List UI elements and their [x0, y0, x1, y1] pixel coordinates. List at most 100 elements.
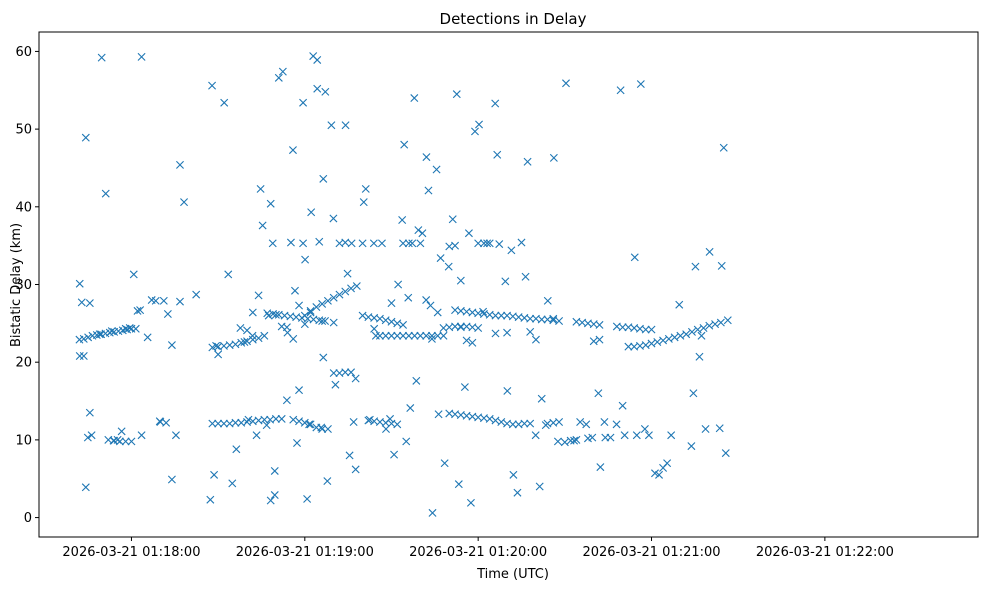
- detection-marker: [137, 431, 146, 440]
- detection-marker: [85, 299, 94, 308]
- detection-marker: [236, 324, 245, 332]
- detection-marker: [399, 331, 408, 340]
- detection-marker: [79, 334, 88, 343]
- detection-marker: [85, 408, 94, 417]
- detection-marker: [121, 437, 130, 446]
- y-tick-label: 40: [15, 200, 32, 215]
- detection-marker: [295, 417, 304, 426]
- detection-marker: [663, 459, 672, 468]
- detection-marker: [444, 262, 453, 271]
- detection-marker: [347, 239, 356, 248]
- detection-marker: [595, 320, 604, 329]
- detection-marker: [341, 287, 350, 296]
- detection-marker: [474, 324, 483, 332]
- detection-marker: [327, 121, 336, 130]
- detection-marker: [479, 239, 488, 248]
- detection-marker: [687, 327, 696, 336]
- detection-marker: [503, 328, 512, 337]
- detection-marker: [347, 368, 356, 377]
- detection-marker: [307, 208, 316, 217]
- detection-marker: [719, 143, 728, 152]
- detection-marker: [508, 420, 517, 429]
- detection-marker: [331, 380, 340, 389]
- detection-marker: [369, 239, 378, 248]
- detection-marker: [721, 449, 730, 458]
- detection-marker: [470, 127, 479, 136]
- detection-marker: [341, 121, 350, 130]
- detection-marker: [632, 431, 641, 440]
- detection-marker: [497, 311, 506, 320]
- detection-marker: [406, 404, 415, 413]
- y-axis-label: Bistatic Delay (km): [9, 223, 24, 347]
- detection-marker: [433, 308, 442, 317]
- detection-marker: [600, 418, 609, 427]
- detection-marker: [301, 255, 310, 264]
- detection-marker: [531, 335, 540, 344]
- detection-marker: [422, 331, 431, 340]
- detection-marker: [618, 323, 627, 332]
- detection-marker: [329, 369, 338, 378]
- detection-marker: [370, 324, 379, 333]
- detection-marker: [400, 140, 409, 149]
- detection-marker: [299, 239, 308, 248]
- detection-marker: [319, 353, 328, 362]
- detection-marker: [723, 316, 732, 325]
- detection-marker: [689, 389, 698, 398]
- detection-marker: [180, 198, 189, 207]
- detection-marker: [345, 451, 354, 460]
- detection-marker: [464, 229, 473, 238]
- detection-marker: [323, 425, 332, 433]
- detection-marker: [133, 306, 142, 315]
- detection-marker: [315, 237, 324, 246]
- detection-marker: [343, 269, 352, 278]
- detection-marker: [589, 337, 598, 346]
- detection-marker: [647, 325, 656, 334]
- detection-marker: [162, 418, 171, 427]
- detection-marker: [647, 339, 656, 348]
- detection-marker: [136, 306, 145, 315]
- detection-marker: [83, 433, 92, 442]
- detection-marker: [427, 331, 436, 340]
- detection-marker: [491, 311, 500, 320]
- detection-marker: [644, 431, 653, 440]
- detection-marker: [416, 331, 425, 340]
- detection-marker: [526, 327, 535, 336]
- detection-marker: [501, 277, 510, 286]
- detection-marker: [210, 470, 219, 479]
- detection-marker: [104, 435, 113, 444]
- detection-marker: [137, 52, 146, 61]
- detection-marker: [693, 325, 702, 334]
- detection-marker: [699, 324, 708, 332]
- detection-marker: [434, 410, 443, 419]
- detection-marker: [351, 374, 360, 383]
- detection-marker: [641, 325, 650, 334]
- detection-marker: [361, 184, 370, 193]
- detection-marker: [260, 331, 269, 340]
- detection-marker: [705, 321, 714, 330]
- detection-marker: [231, 418, 240, 427]
- detection-marker: [507, 246, 516, 255]
- detection-marker: [266, 496, 275, 505]
- detection-marker: [347, 284, 356, 293]
- detection-marker: [306, 308, 315, 317]
- detection-marker: [271, 310, 280, 319]
- detection-marker: [695, 352, 704, 361]
- detection-marker: [97, 53, 106, 62]
- detection-marker: [282, 396, 291, 405]
- detection-marker: [260, 415, 269, 424]
- detection-marker: [387, 331, 396, 340]
- detection-marker: [237, 338, 246, 347]
- detection-marker: [526, 419, 535, 428]
- detection-marker: [576, 418, 585, 427]
- detection-marker: [274, 73, 283, 82]
- detection-marker: [176, 160, 184, 169]
- detection-marker: [243, 326, 252, 335]
- detection-marker: [572, 435, 581, 444]
- x-axis-ticks: 2026-03-21 01:18:00 2026-03-21 01:19:00 20…: [62, 537, 894, 560]
- detection-marker: [390, 450, 399, 459]
- detection-marker: [387, 299, 396, 308]
- detection-marker: [711, 320, 720, 329]
- detection-marker: [84, 333, 93, 342]
- detection-marker: [220, 98, 229, 107]
